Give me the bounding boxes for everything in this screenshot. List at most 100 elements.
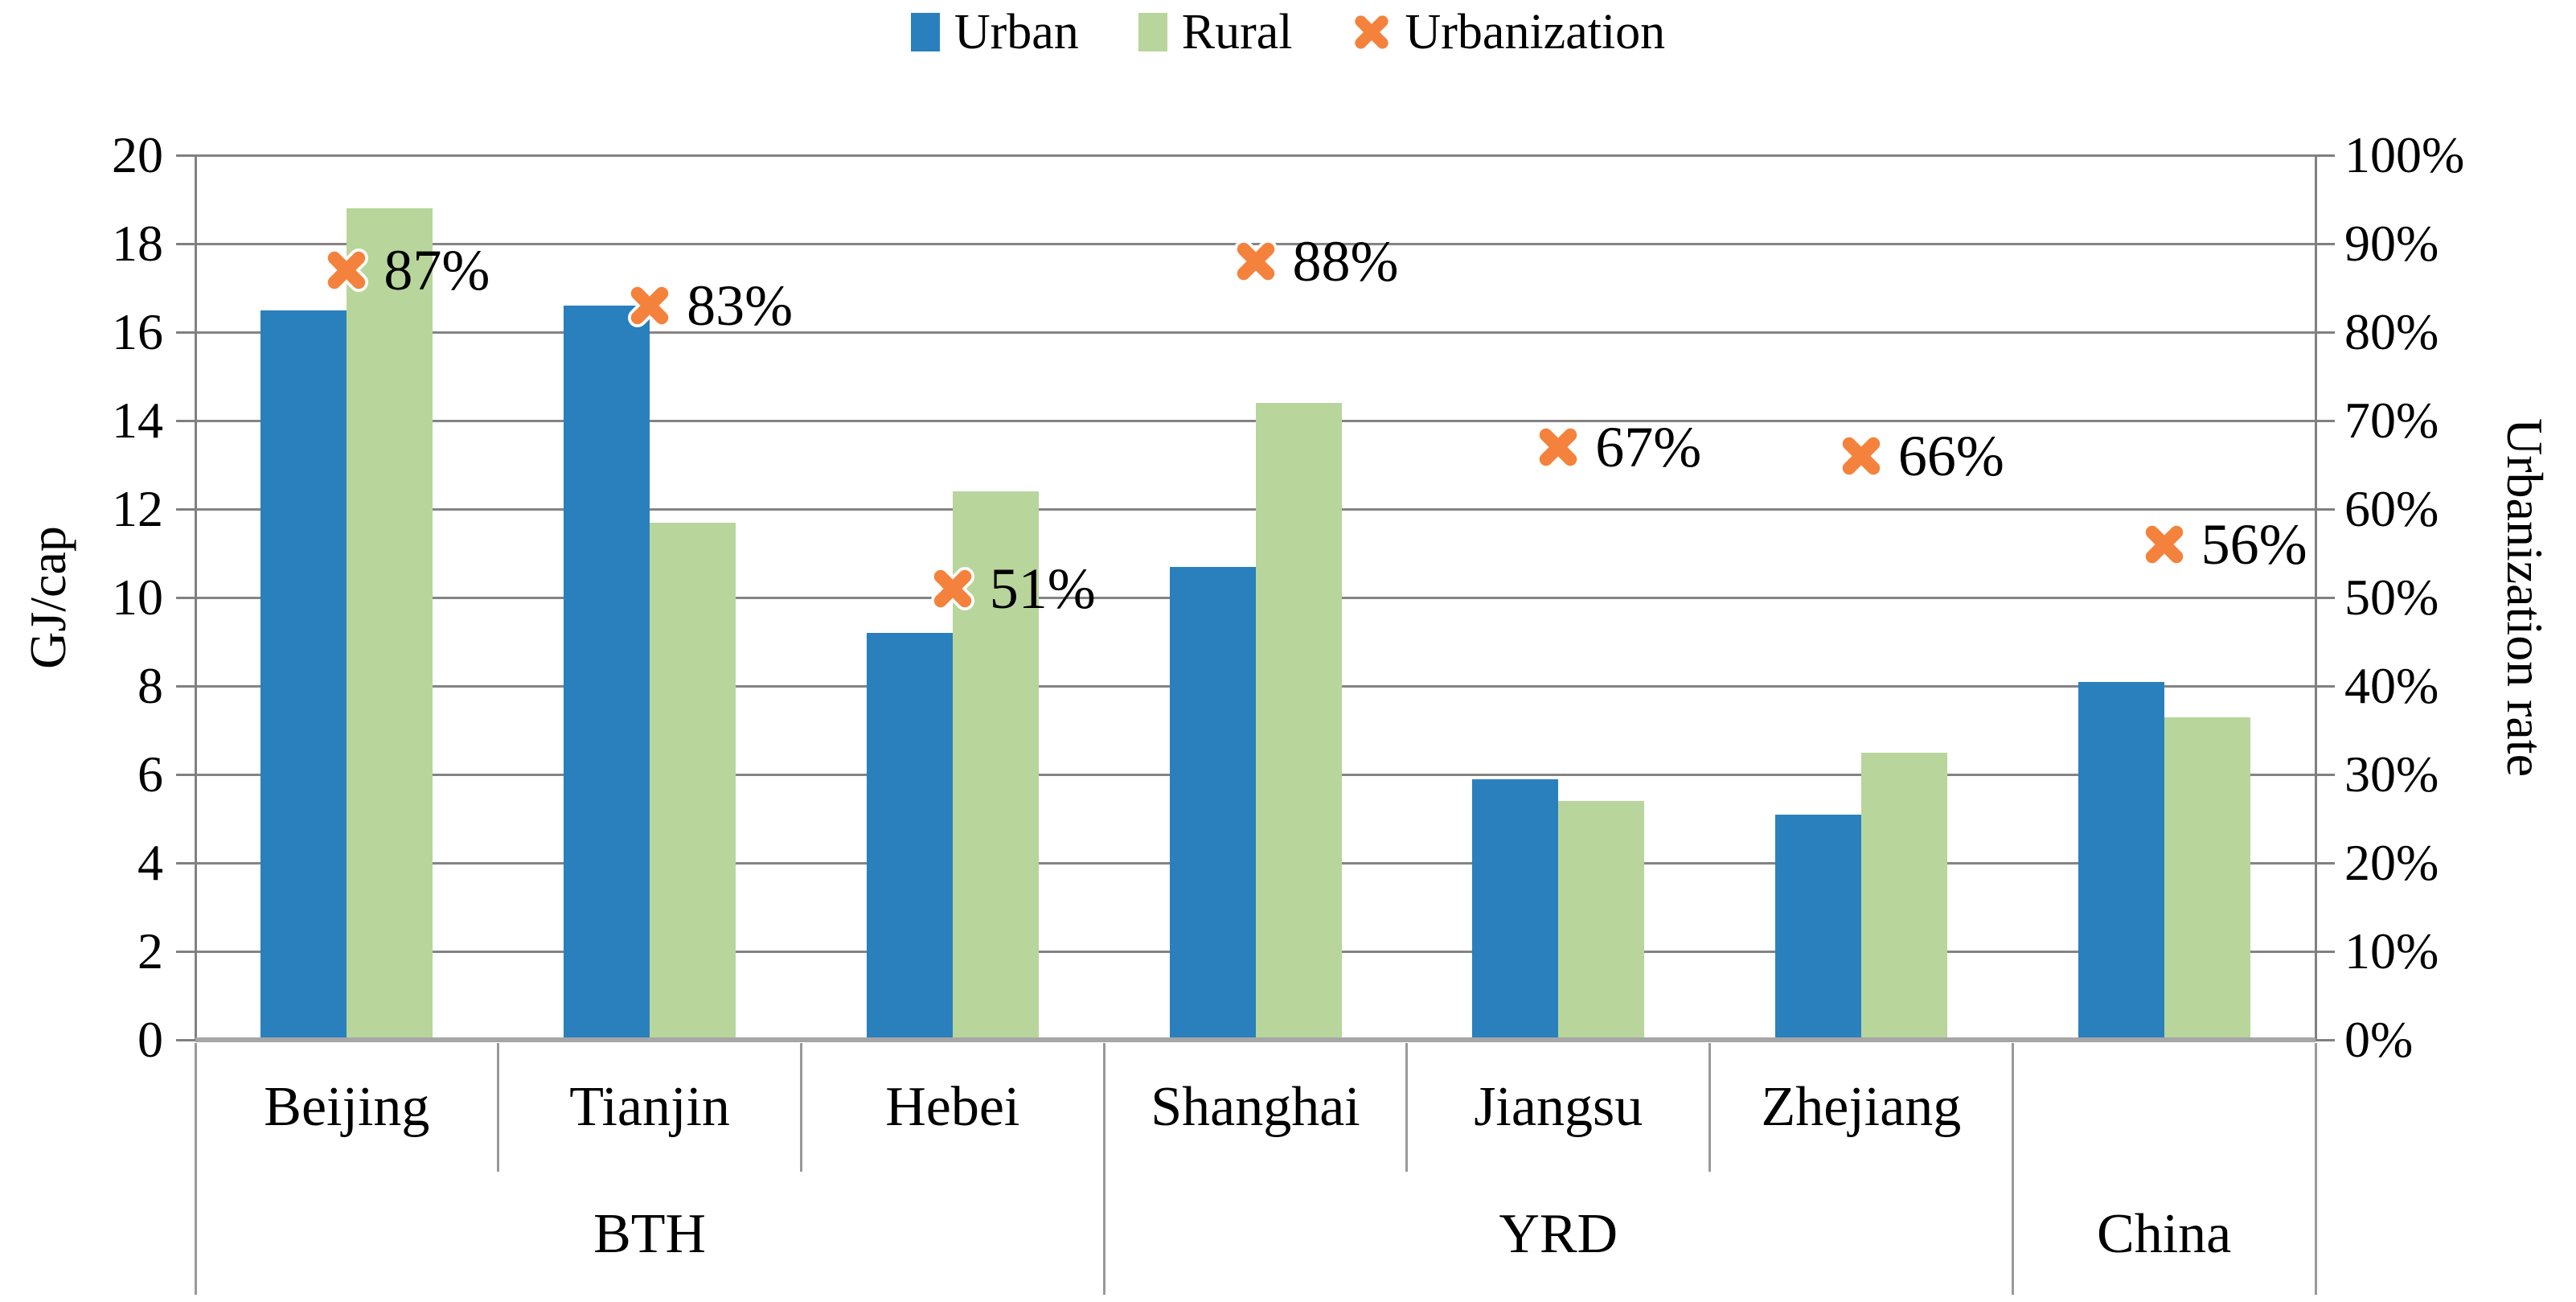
right-axis-tick-label: 10%	[2344, 922, 2439, 980]
urbanization-marker-icon	[628, 284, 672, 327]
left-axis-tick-label: 6	[137, 745, 163, 803]
bar-urban-zhejiang	[1774, 814, 1861, 1040]
legend-swatch-icon	[1138, 13, 1167, 51]
category-separator	[1708, 1043, 1712, 1172]
right-axis-tick	[2316, 684, 2335, 688]
urbanization-point-label: 56%	[2201, 512, 2307, 577]
right-axis-tick	[2316, 773, 2335, 776]
urbanization-point-label: 66%	[1897, 424, 2004, 488]
right-axis-tick	[2316, 950, 2335, 953]
left-axis-tick	[176, 507, 195, 511]
chart-legend: Urban Rural Urbanization	[0, 0, 2576, 64]
bar-urban-china	[2078, 681, 2164, 1040]
left-axis-tick	[176, 861, 195, 865]
bar-urban-jiangsu	[1472, 778, 1559, 1040]
left-axis-tick-label: 0	[137, 1011, 163, 1068]
urbanization-point-label: 51%	[989, 557, 1096, 621]
legend-label: Urbanization	[1405, 5, 1666, 60]
legend-label: Rural	[1181, 5, 1293, 60]
category-separator	[1405, 1043, 1409, 1172]
bar-urban-beijing	[260, 310, 347, 1040]
legend-x-marker-icon	[1352, 13, 1391, 51]
bar-rural-zhejiang	[1860, 752, 1947, 1040]
left-axis-tick-label: 12	[112, 480, 163, 537]
urbanization-point-label: 88%	[1292, 229, 1399, 294]
category-separator	[497, 1043, 500, 1172]
right-axis-tick-label: 80%	[2344, 303, 2439, 360]
bar-urban-tianjin	[564, 306, 650, 1040]
right-axis-tick	[2316, 596, 2335, 599]
right-axis-tick-label: 60%	[2344, 480, 2439, 537]
bar-rural-tianjin	[650, 522, 736, 1040]
urbanization-point-label: 87%	[384, 238, 490, 302]
left-axis-tick	[176, 596, 195, 599]
category-label-shanghai: Shanghai	[1151, 1076, 1360, 1138]
group-label-yrd: YRD	[1499, 1202, 1618, 1265]
legend-item-urbanization: Urbanization	[1352, 5, 1666, 60]
right-axis-title: Urbanization rate	[2496, 418, 2553, 777]
left-axis-tick	[176, 154, 195, 157]
group-label-bth: BTH	[593, 1202, 707, 1265]
bar-rural-shanghai	[1255, 403, 1342, 1040]
left-axis-tick	[176, 331, 195, 334]
right-axis-tick	[2316, 331, 2335, 334]
bar-rural-china	[2164, 717, 2250, 1040]
right-axis-tick-label: 30%	[2344, 745, 2439, 803]
right-axis-line	[2314, 155, 2317, 1040]
left-axis-tick-label: 8	[137, 657, 163, 714]
right-axis-tick-label: 20%	[2344, 834, 2439, 891]
category-label-zhejiang: Zhejiang	[1761, 1076, 1962, 1138]
x-axis-line	[195, 1037, 2316, 1042]
right-axis-tick	[2316, 419, 2335, 422]
left-axis-tick-label: 4	[137, 834, 163, 891]
bar-urban-hebei	[866, 633, 953, 1040]
left-axis-line	[194, 155, 197, 1040]
urbanization-marker-icon	[325, 248, 369, 292]
category-label-jiangsu: Jiangsu	[1474, 1076, 1643, 1138]
category-label-beijing: Beijing	[264, 1076, 430, 1138]
left-axis-tick	[176, 1038, 195, 1041]
left-axis-tick-label: 10	[112, 569, 163, 626]
urbanization-marker-icon	[1233, 240, 1278, 283]
group-separator	[194, 1043, 197, 1295]
legend-item-rural: Rural	[1138, 7, 1293, 57]
left-axis-tick-label: 20	[112, 126, 163, 183]
legend-swatch-icon	[910, 13, 940, 51]
urbanization-marker-icon	[1839, 434, 1883, 478]
bar-rural-jiangsu	[1558, 801, 1645, 1040]
left-axis-tick	[176, 242, 195, 245]
right-axis-tick-label: 40%	[2344, 657, 2439, 714]
right-axis-tick	[2316, 154, 2335, 157]
left-axis-tick-label: 16	[112, 303, 163, 360]
category-label-hebei: Hebei	[885, 1076, 1020, 1138]
left-axis-tick	[176, 419, 195, 422]
category-label-tianjin: Tianjin	[569, 1076, 730, 1138]
group-separator	[1102, 1043, 1105, 1295]
right-axis-tick	[2316, 1038, 2335, 1041]
right-axis-tick-label: 0%	[2344, 1011, 2414, 1068]
gridline	[195, 154, 2316, 157]
left-axis-tick	[176, 773, 195, 776]
right-axis-tick-label: 50%	[2344, 569, 2439, 626]
category-separator	[799, 1043, 802, 1172]
right-axis-tick-label: 100%	[2344, 126, 2465, 183]
legend-label: Urban	[954, 5, 1079, 60]
legend-item-urban: Urban	[910, 5, 1079, 60]
right-axis-tick	[2316, 242, 2335, 245]
gridline	[195, 331, 2316, 334]
left-axis-tick	[176, 684, 195, 688]
group-separator	[2011, 1043, 2014, 1295]
right-axis-tick-label: 90%	[2344, 215, 2439, 272]
bar-urban-shanghai	[1169, 566, 1256, 1040]
urbanization-marker-icon	[1536, 425, 1581, 469]
right-axis-tick	[2316, 861, 2335, 865]
urbanization-point-label: 67%	[1595, 415, 1702, 479]
bar-rural-beijing	[347, 208, 433, 1040]
urbanization-marker-icon	[930, 567, 974, 610]
urbanization-marker-icon	[2142, 523, 2186, 566]
left-axis-tick-label: 2	[137, 922, 163, 980]
gridline	[195, 242, 2316, 245]
left-axis-tick-label: 14	[112, 392, 163, 449]
group-separator	[2314, 1043, 2317, 1295]
right-axis-tick	[2316, 507, 2335, 511]
